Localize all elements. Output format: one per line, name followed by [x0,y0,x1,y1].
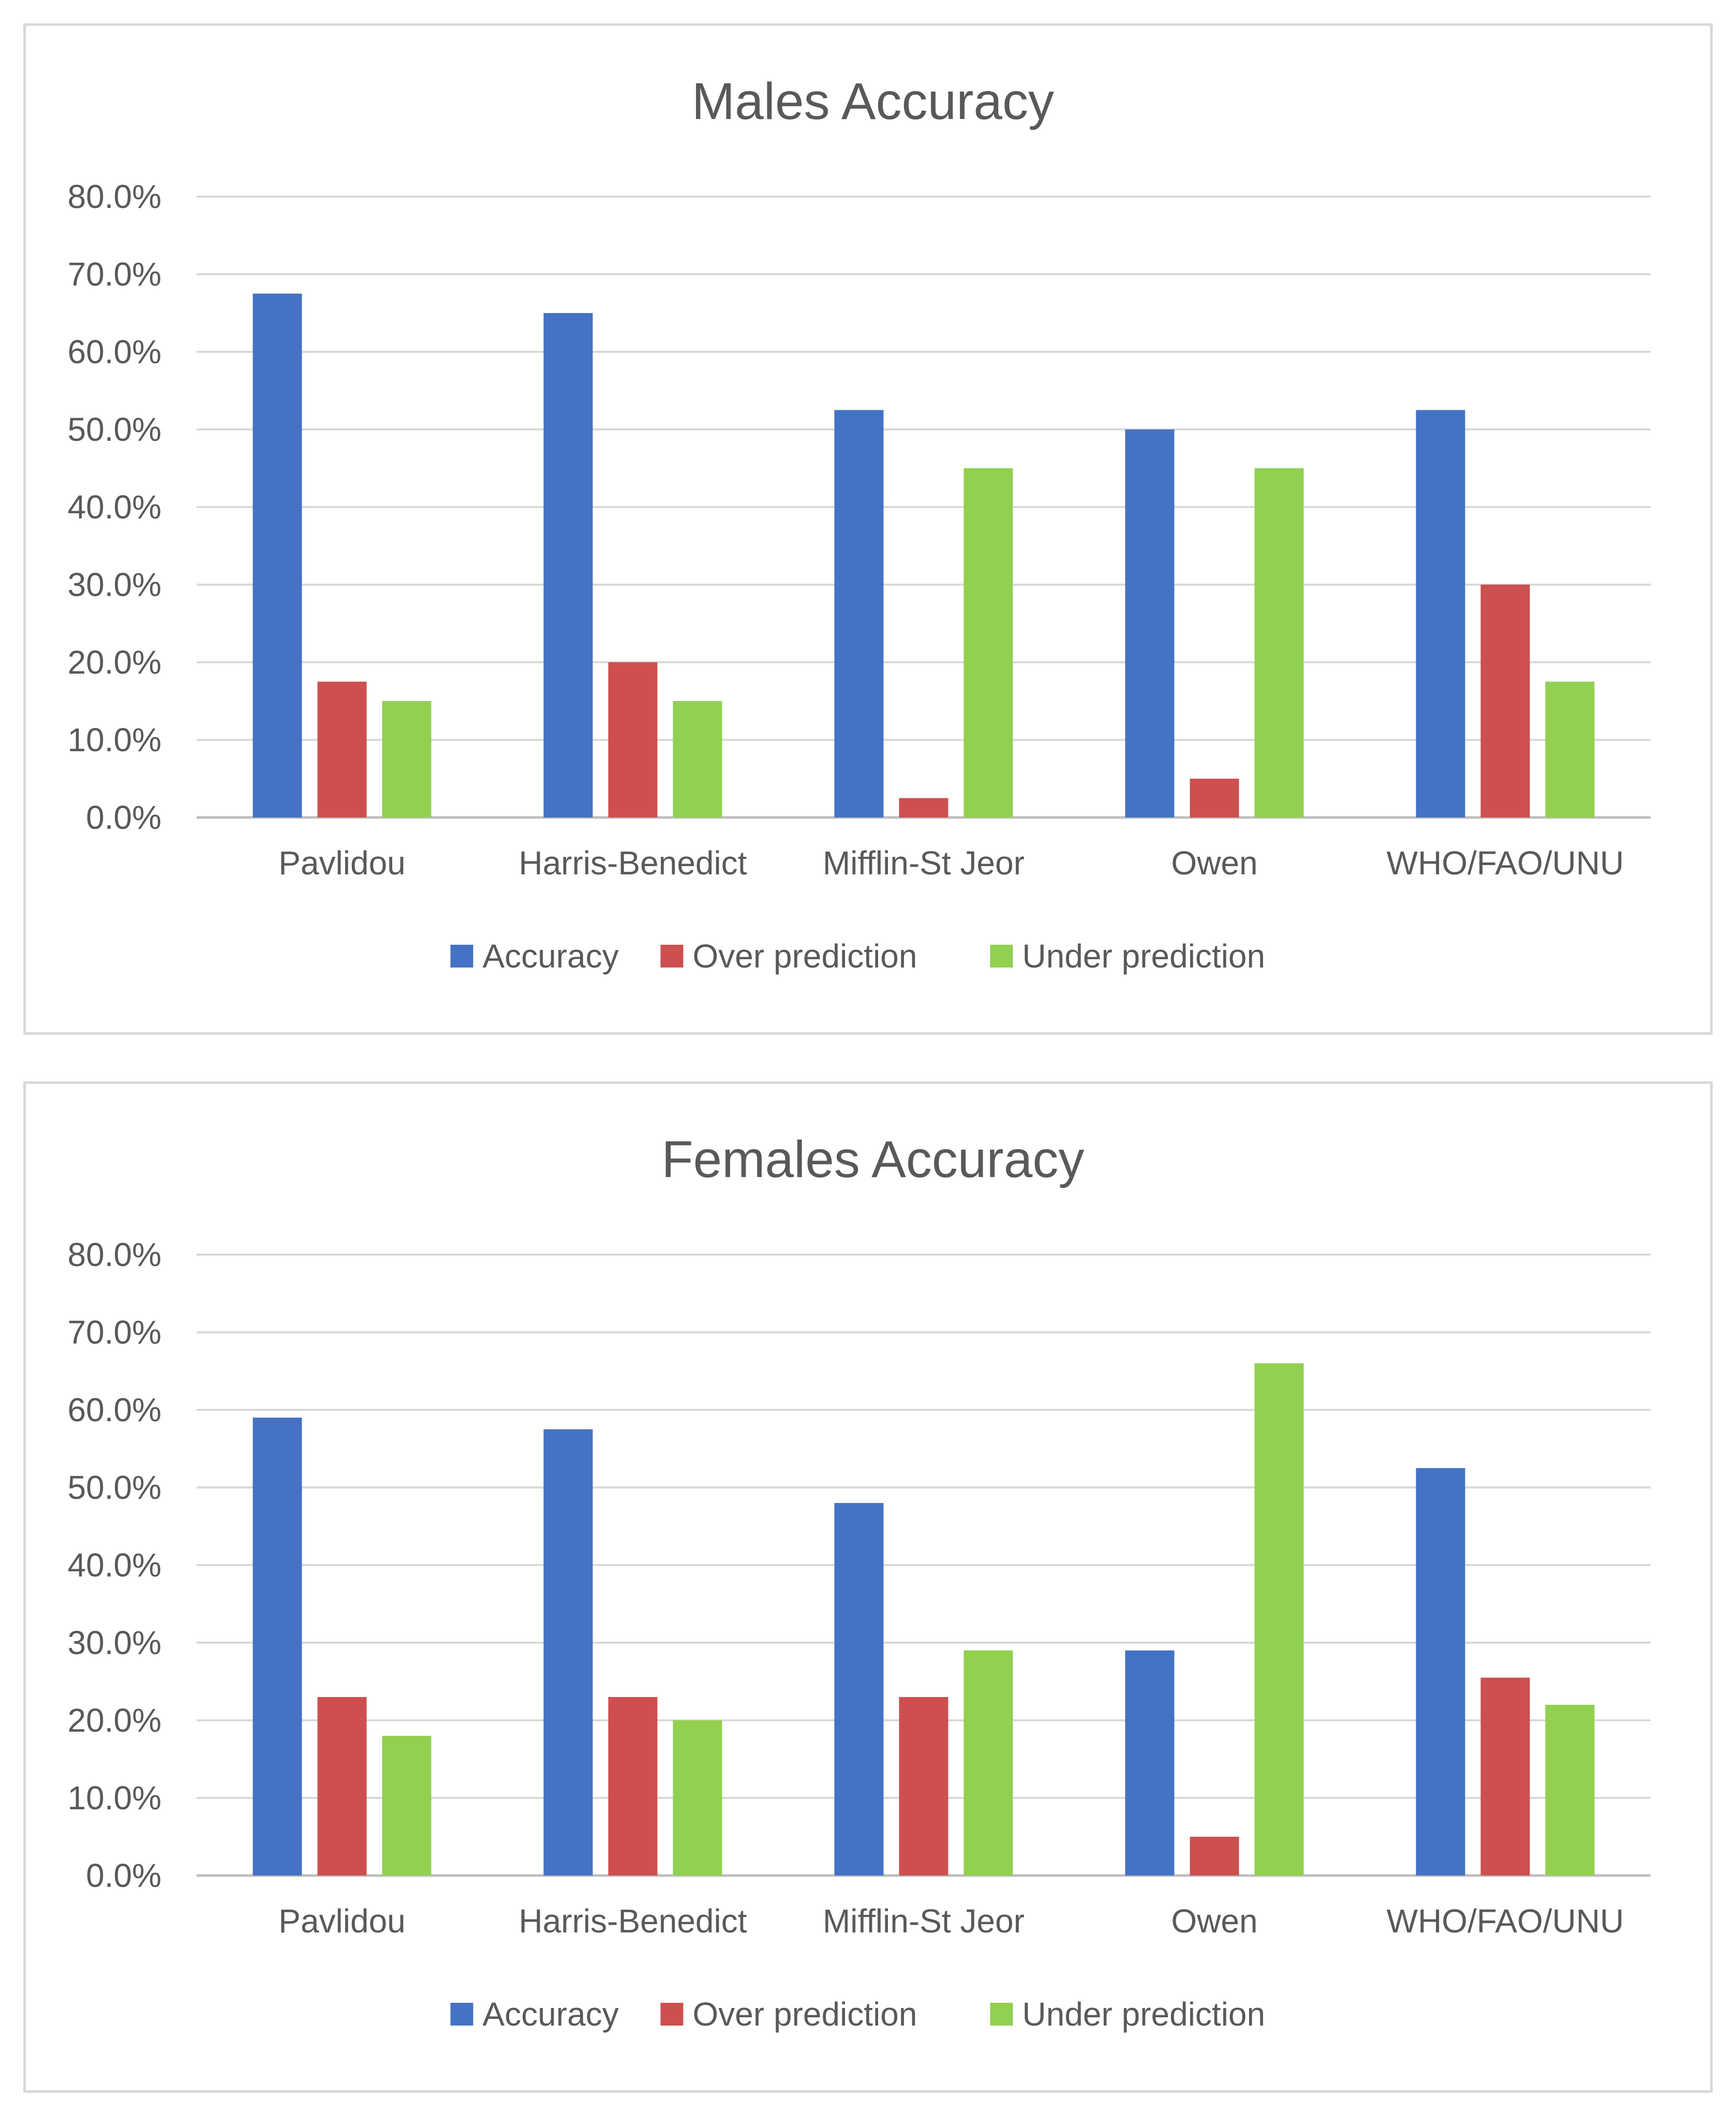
bar-under-prediction: Under prediction - Owen: 45% [1254,468,1304,817]
y-tick-label: 60.0% [68,1391,161,1428]
bar-over-prediction: Over prediction - Owen: 5% [1190,1837,1239,1876]
legend-item-accuracy: Accuracy [450,1996,619,2033]
y-tick-label: 60.0% [68,333,161,370]
legend-label: Under prediction [1022,937,1266,975]
chart-title: Males Accuracy [692,72,1054,130]
y-tick-label: 50.0% [68,411,161,448]
category-label: Mifflin-St Jeor [823,1902,1025,1940]
category-label: Harris-Benedict [518,844,747,882]
legend-item-over-prediction: Over prediction [660,937,917,975]
legend-swatch [660,945,684,968]
bar-over-prediction: Over prediction - WHO/FAO/UNU: 25.5% [1480,1677,1530,1876]
y-tick-label: 10.0% [68,1779,161,1817]
y-tick-label: 50.0% [68,1469,161,1506]
females-accuracy-chart: Females Accuracy 0.0% 10.0% 20.0% 30.0% 40.0… [23,1081,1713,2093]
males-chart-svg: Males Accuracy 0.0% 10.0% 20.0% 30.0% 40.0% 5… [68,72,1651,975]
legend-item-under-prediction: Under prediction [990,937,1266,975]
legend-swatch [990,945,1013,968]
bar-accuracy: Accuracy - Owen: 29% [1125,1650,1175,1876]
category-label: Pavlidou [278,844,406,882]
y-tick-label: 20.0% [68,644,161,681]
category-label: WHO/FAO/UNU [1387,1902,1624,1940]
bar-under-prediction: Under prediction - Harris-Benedict: 20% [673,1720,722,1876]
category-labels: Pavlidou Harris-Benedict Mifflin-St Jeor Ow… [278,844,1624,882]
bar-accuracy: Accuracy - Pavlidou: 67.5% [253,293,302,817]
bar-over-prediction: Over prediction - Mifflin-St Jeor: 2.5% [899,798,948,817]
bar-accuracy: Accuracy - WHO/FAO/UNU: 52.5% [1416,1468,1465,1876]
gridlines [197,196,1651,819]
legend-label: Over prediction [693,937,917,975]
y-tick-label: 40.0% [68,1546,161,1584]
bar-under-prediction: Under prediction - Owen: 66% [1254,1363,1304,1876]
y-tick-label: 70.0% [68,1314,161,1351]
y-tick-label: 30.0% [68,1624,161,1661]
y-tick-label: 0.0% [86,799,161,836]
legend-item-accuracy: Accuracy [450,937,619,975]
y-tick-labels: 0.0% 10.0% 20.0% 30.0% 40.0% 50.0% 60.0% 70.0% 8… [68,1236,161,1894]
bar-under-prediction: Under prediction - Mifflin-St Jeor: 29% [963,1650,1013,1876]
legend: Accuracy Over prediction Under prediction [450,937,1266,975]
legend-swatch [660,2003,684,2026]
bar-accuracy: Accuracy - Harris-Benedict: 57.5% [543,1429,593,1876]
legend-swatch [990,2003,1013,2026]
y-tick-label: 30.0% [68,566,161,603]
bar-under-prediction: Under prediction - Mifflin-St Jeor: 45% [963,468,1013,817]
y-tick-label: 70.0% [68,256,161,293]
bar-under-prediction: Under prediction - WHO/FAO/UNU: 17.5% [1545,681,1595,817]
bar-over-prediction: Over prediction - Mifflin-St Jeor: 23% [899,1697,948,1876]
bar-under-prediction: Under prediction - Pavlidou: 15% [382,701,432,817]
bars: Accuracy - Pavlidou: 67.5% Over predictio… [253,293,1595,817]
bar-over-prediction: Over prediction - Pavlidou: 17.5% [317,681,367,817]
bar-over-prediction: Over prediction - WHO/FAO/UNU: 30% [1480,585,1530,817]
category-label: Harris-Benedict [518,1902,747,1940]
legend-swatch [450,945,473,968]
category-labels: Pavlidou Harris-Benedict Mifflin-St Jeor Ow… [278,1902,1624,1940]
bar-over-prediction: Over prediction - Pavlidou: 23% [317,1697,367,1876]
bar-over-prediction: Over prediction - Owen: 5% [1190,779,1239,817]
bar-accuracy: Accuracy - Harris-Benedict: 65% [543,313,593,817]
legend: Accuracy Over prediction Under prediction [450,1996,1266,2033]
category-label: WHO/FAO/UNU [1387,844,1624,882]
legend-item-over-prediction: Over prediction [660,1996,917,2033]
legend-label: Over prediction [693,1996,917,2033]
bar-accuracy: Accuracy - Pavlidou: 59% [253,1418,302,1876]
category-label: Pavlidou [278,1902,406,1940]
bar-under-prediction: Under prediction - Pavlidou: 18% [382,1736,432,1876]
males-accuracy-chart: Males Accuracy 0.0% 10.0% 20.0% 30.0% 40.0% 5… [23,23,1713,1035]
females-chart-svg: Females Accuracy 0.0% 10.0% 20.0% 30.0% 40.0… [68,1130,1651,2033]
bar-accuracy: Accuracy - Mifflin-St Jeor: 48% [834,1503,884,1876]
y-tick-labels: 0.0% 10.0% 20.0% 30.0% 40.0% 50.0% 60.0% 70.0% 8… [68,178,161,836]
category-label: Owen [1171,1902,1257,1940]
legend-swatch [450,2003,473,2026]
bar-under-prediction: Under prediction - Harris-Benedict: 15% [673,701,722,817]
bar-accuracy: Accuracy - WHO/FAO/UNU: 52.5% [1416,410,1465,817]
y-tick-label: 0.0% [86,1857,161,1894]
y-tick-label: 80.0% [68,1236,161,1273]
legend-label: Under prediction [1022,1996,1266,2033]
bar-accuracy: Accuracy - Owen: 50% [1125,429,1175,817]
chart-title: Females Accuracy [662,1130,1085,1188]
bar-over-prediction: Over prediction - Harris-Benedict: 23% [608,1697,658,1876]
category-label: Owen [1171,844,1257,882]
bar-accuracy: Accuracy - Mifflin-St Jeor: 52.5% [834,410,884,817]
legend-label: Accuracy [483,937,619,975]
bar-under-prediction: Under prediction - WHO/FAO/UNU: 22% [1545,1705,1595,1876]
y-tick-label: 40.0% [68,488,161,526]
legend-item-under-prediction: Under prediction [990,1996,1266,2033]
bars: Accuracy - Pavlidou: 59% Over prediction … [253,1363,1595,1876]
y-tick-label: 20.0% [68,1702,161,1739]
category-label: Mifflin-St Jeor [823,844,1025,882]
bar-over-prediction: Over prediction - Harris-Benedict: 20% [608,662,658,817]
y-tick-label: 80.0% [68,178,161,215]
y-tick-label: 10.0% [68,721,161,758]
legend-label: Accuracy [483,1996,619,2033]
